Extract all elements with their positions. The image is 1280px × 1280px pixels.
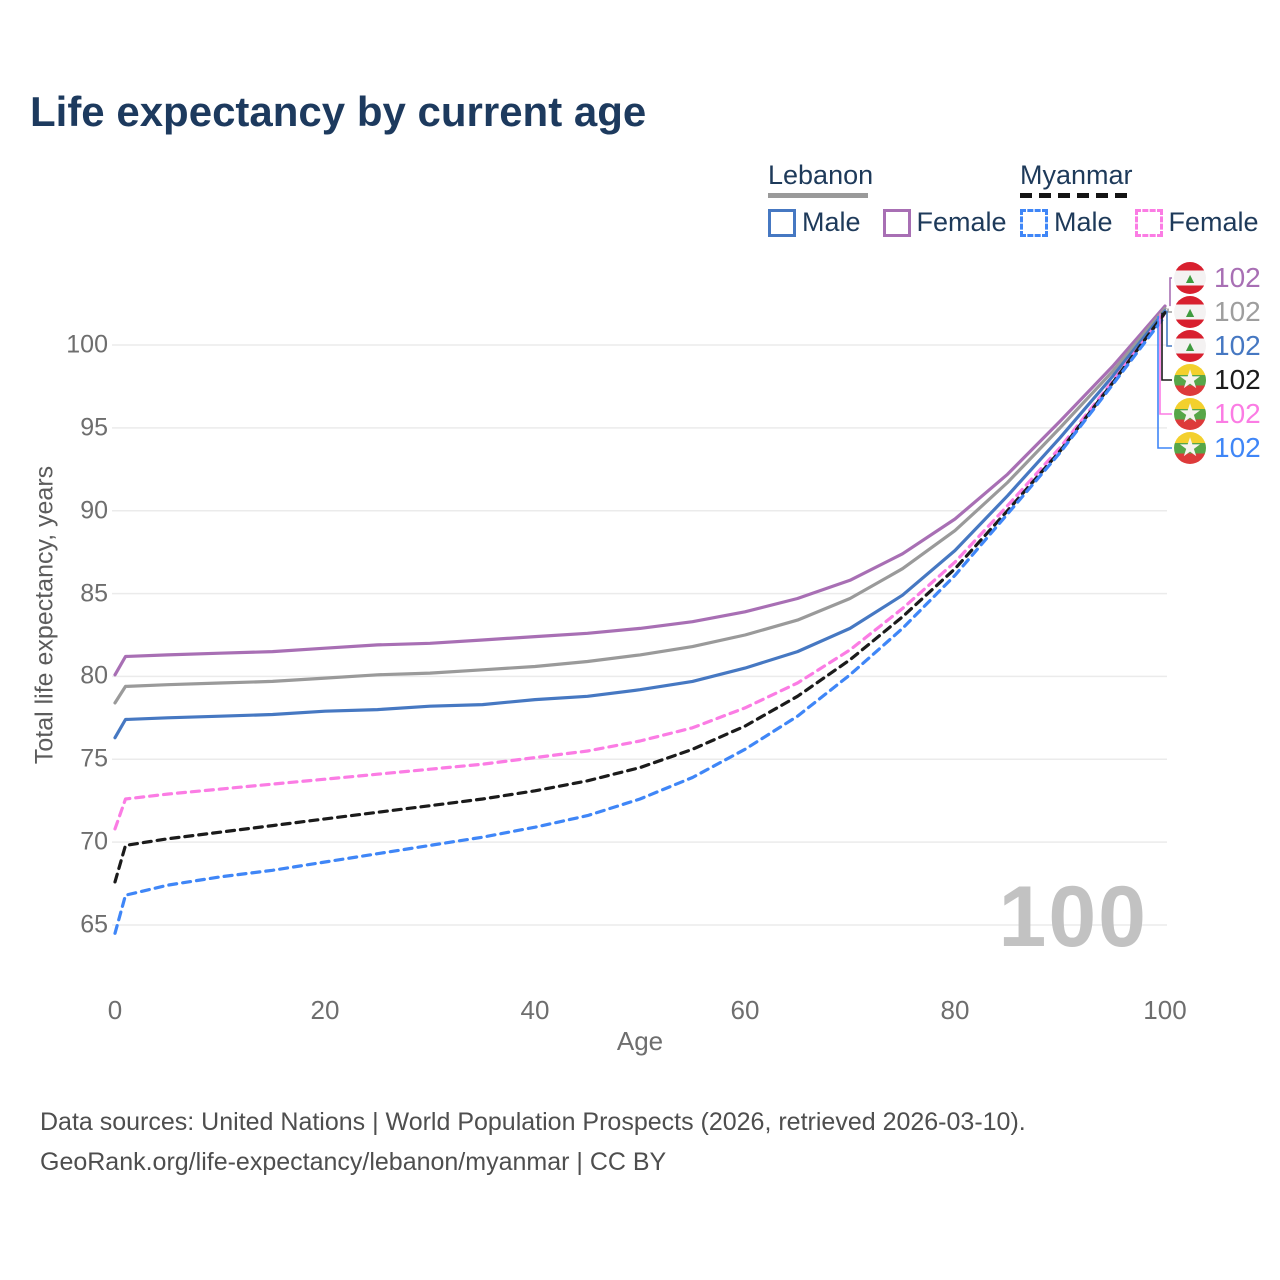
- legend-country-myanmar[interactable]: Myanmar: [1020, 160, 1133, 190]
- y-tick-80: 80: [80, 661, 108, 690]
- leader-line-lebanon-both: [1167, 308, 1172, 313]
- attribution-link[interactable]: GeoRank.org/life-expectancy/lebanon/myan…: [40, 1148, 667, 1176]
- series-line-myanmar-both[interactable]: [113, 311, 1167, 884]
- end-value-myanmar-female: 102: [1214, 398, 1261, 429]
- chart-title: Life expectancy by current age: [30, 88, 647, 135]
- legend-label-lebanon-male[interactable]: Male: [802, 207, 861, 237]
- y-tick-85: 85: [80, 579, 108, 608]
- cedar-icon: ▲: [1183, 337, 1197, 354]
- x-tick-0: 0: [107, 995, 123, 1025]
- x-axis-title: Age: [616, 1026, 664, 1056]
- data-source-note: Data sources: United Nations | World Pop…: [40, 1108, 1026, 1136]
- leader-line-myanmar-female: [1159, 313, 1172, 415]
- legend-swatch-lebanon-female[interactable]: [882, 208, 911, 237]
- y-tick-90: 90: [80, 496, 108, 525]
- legend-rule-myanmar-dashed: [1020, 193, 1130, 198]
- myanmar-flag-icon: ★: [1174, 398, 1206, 430]
- series-line-lebanon-male[interactable]: [113, 309, 1167, 740]
- y-tick-70: 70: [80, 827, 108, 856]
- star-icon: ★: [1178, 432, 1202, 462]
- legend-label-myanmar-female[interactable]: Female: [1168, 207, 1259, 237]
- leader-line-myanmar-both: [1161, 312, 1172, 381]
- myanmar-flag-icon: ★: [1174, 432, 1206, 464]
- legend-label-lebanon-female[interactable]: Female: [916, 207, 1007, 237]
- y-tick-65: 65: [80, 910, 108, 939]
- star-icon: ★: [1178, 364, 1202, 394]
- cedar-icon: ▲: [1183, 269, 1197, 286]
- series-line-lebanon-female[interactable]: [113, 304, 1167, 677]
- end-label-row-myanmar-both[interactable]: ★ 102: [1174, 364, 1261, 396]
- x-tick-40: 40: [520, 995, 550, 1025]
- star-icon: ★: [1178, 398, 1202, 428]
- series-line-myanmar-male[interactable]: [113, 314, 1167, 935]
- y-tick-100: 100: [66, 330, 108, 359]
- legend-label-myanmar-male[interactable]: Male: [1054, 207, 1113, 237]
- end-label-row-lebanon-both[interactable]: ▲ 102: [1174, 296, 1261, 328]
- leader-line-myanmar-male: [1157, 316, 1172, 449]
- y-tick-75: 75: [80, 744, 108, 773]
- series-line-lebanon-both[interactable]: [113, 306, 1167, 705]
- x-tick-60: 60: [730, 995, 760, 1025]
- lebanon-flag-icon: ▲: [1174, 330, 1206, 362]
- legend-rule-lebanon-solid: [768, 193, 868, 198]
- end-value-lebanon-both: 102: [1214, 296, 1261, 327]
- end-value-lebanon-female: 102: [1214, 262, 1261, 293]
- end-value-myanmar-male: 102: [1214, 432, 1261, 463]
- legend-group-myanmar: Myanmar Male Female: [1020, 160, 1280, 238]
- legend-swatch-myanmar-female[interactable]: [1134, 208, 1163, 237]
- legend-swatch-lebanon-male[interactable]: [768, 208, 796, 237]
- age-counter-watermark: 100: [998, 869, 1148, 965]
- leader-line-lebanon-female: [1169, 277, 1172, 307]
- end-value-myanmar-both: 102: [1214, 364, 1261, 395]
- end-value-lebanon-male: 102: [1214, 330, 1261, 361]
- end-label-row-lebanon-male[interactable]: ▲ 102: [1174, 330, 1261, 362]
- end-label-row-lebanon-female[interactable]: ▲ 102: [1174, 262, 1261, 294]
- series-line-myanmar-female[interactable]: [113, 311, 1167, 831]
- y-tick-95: 95: [80, 413, 108, 442]
- end-label-row-myanmar-male[interactable]: ★ 102: [1174, 432, 1261, 464]
- x-tick-80: 80: [940, 995, 970, 1025]
- myanmar-flag-icon: ★: [1174, 364, 1206, 396]
- end-label-row-myanmar-female[interactable]: ★ 102: [1174, 398, 1261, 430]
- leader-line-lebanon-male: [1166, 311, 1172, 347]
- x-tick-100: 100: [1143, 995, 1187, 1025]
- lebanon-flag-icon: ▲: [1174, 296, 1206, 328]
- legend-group-lebanon: Lebanon Male Female: [768, 160, 1029, 238]
- cedar-icon: ▲: [1183, 303, 1197, 320]
- legend-swatch-myanmar-male[interactable]: [1020, 208, 1048, 237]
- legend-country-lebanon[interactable]: Lebanon: [768, 160, 874, 190]
- x-tick-20: 20: [310, 995, 340, 1025]
- lebanon-flag-icon: ▲: [1174, 262, 1206, 294]
